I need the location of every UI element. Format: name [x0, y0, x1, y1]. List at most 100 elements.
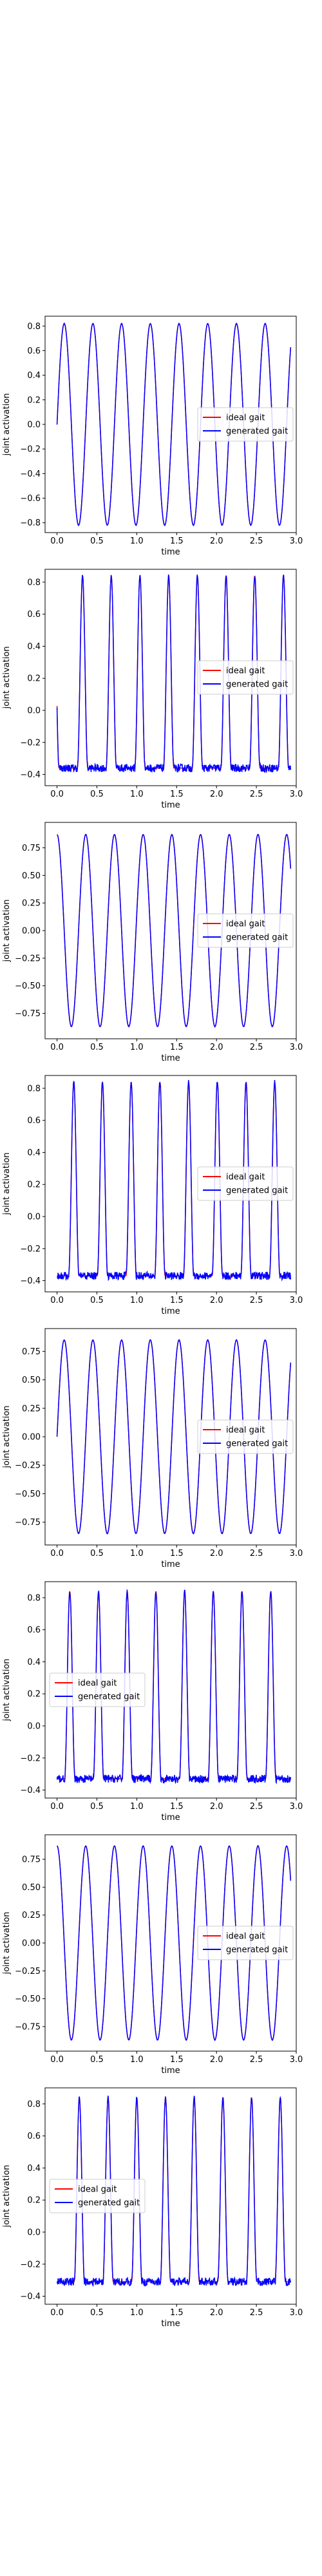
y-tick-label: 0.4: [27, 1148, 41, 1158]
x-tick-label: 2.5: [250, 1549, 263, 1558]
y-axis-label: joint activation: [2, 1152, 12, 1215]
legend: ideal gait generated gait: [197, 1926, 294, 1960]
x-tick-label: 1.0: [130, 2055, 144, 2065]
legend: ideal gait generated gait: [197, 1166, 294, 1201]
y-tick-label: 0.00: [22, 927, 41, 936]
y-tick-label: −0.75: [15, 1518, 41, 1528]
y-axis-label: joint activation: [2, 393, 12, 456]
legend-box: [197, 913, 294, 948]
legend-box: [197, 1926, 294, 1960]
x-tick-label: 0.0: [50, 1043, 64, 1052]
y-tick-label: 0.25: [22, 899, 41, 909]
x-axis-label: time: [161, 2319, 180, 2329]
x-tick-label: 0.5: [90, 536, 104, 546]
y-tick-label: −0.4: [20, 770, 41, 780]
legend-box: [49, 2179, 146, 2213]
x-tick-label: 2.0: [210, 1043, 223, 1052]
x-axis-label: time: [161, 1560, 180, 1569]
x-tick-label: 2.5: [250, 2055, 263, 2065]
y-tick-label: 0.00: [22, 1939, 41, 1949]
x-tick-label: 0.5: [90, 2055, 104, 2065]
plot-frame: [44, 1075, 297, 1293]
y-tick-label: 0.8: [27, 1084, 41, 1094]
legend-box: [197, 660, 294, 695]
x-tick-label: 1.5: [170, 1296, 184, 1305]
chart-panel-2: 0.0 0.5 1.0 1.5 2.0 2.5 3.0 −0.4 −0.2 0.0 0.2 0.4 0.…: [2, 569, 303, 810]
y-axis-label: joint activation: [2, 1405, 12, 1468]
legend: ideal gait generated gait: [197, 1419, 294, 1454]
x-tick-label: 0.0: [50, 1296, 64, 1305]
y-tick-label: −0.2: [20, 1244, 41, 1254]
y-tick-label: −0.2: [20, 1754, 41, 1763]
x-tick-label: 1.0: [130, 790, 144, 799]
generated-gait-line: [56, 2096, 292, 2287]
x-tick-label: 1.0: [130, 536, 144, 546]
y-tick-label: 0.0: [27, 1722, 41, 1732]
y-tick-label: −0.4: [20, 1786, 41, 1795]
x-tick-label: 1.5: [170, 1549, 184, 1558]
x-tick-label: 2.0: [210, 790, 223, 799]
y-tick-label: −0.6: [20, 494, 41, 504]
x-tick-label: 1.5: [170, 2055, 184, 2065]
legend-ideal-label: ideal gait: [226, 920, 265, 929]
x-axis-label: time: [161, 1054, 180, 1063]
legend-box: [197, 1419, 294, 1454]
x-axis-label: time: [161, 800, 180, 810]
x-tick-label: 0.5: [90, 1802, 104, 1812]
y-tick-label: 0.6: [27, 1116, 41, 1126]
x-tick-label: 1.5: [170, 1802, 184, 1812]
chart-panel-4: 0.0 0.5 1.0 1.5 2.0 2.5 3.0 −0.4 −0.2 0.0 0.2 0.4 0.…: [2, 1075, 303, 1316]
y-tick-label: −0.75: [15, 1009, 41, 1019]
y-tick-label: 0.50: [22, 871, 41, 881]
plot-frame: [44, 2087, 297, 2305]
generated-gait-line: [57, 1079, 292, 1282]
y-tick-label: 0.8: [27, 2099, 41, 2109]
generated-gait-line: [56, 322, 292, 527]
x-tick-label: 2.5: [250, 1802, 263, 1812]
y-tick-label: −0.75: [15, 2022, 41, 2032]
y-tick-label: 0.4: [27, 1658, 41, 1667]
x-tick-label: 0.0: [50, 1549, 64, 1558]
x-tick-label: 0.5: [90, 2308, 104, 2318]
y-tick-label: −0.50: [15, 981, 41, 991]
y-tick-label: 0.2: [27, 2196, 41, 2206]
legend-box: [197, 1166, 294, 1201]
legend-generated-label: generated gait: [226, 1186, 288, 1196]
plot-frame: [44, 569, 297, 786]
y-tick-label: 0.0: [27, 2228, 41, 2238]
legend-ideal-label: ideal gait: [226, 413, 265, 423]
y-axis-label: joint activation: [2, 2164, 12, 2228]
y-tick-label: −0.50: [15, 1490, 41, 1499]
x-tick-label: 1.5: [170, 790, 184, 799]
x-tick-label: 2.5: [250, 536, 263, 546]
x-tick-label: 1.0: [130, 2308, 144, 2318]
x-tick-label: 2.0: [210, 1296, 223, 1305]
legend-ideal-label: ideal gait: [78, 2185, 117, 2195]
y-tick-label: 0.25: [22, 1404, 41, 1414]
y-tick-label: −0.4: [20, 469, 41, 479]
legend-ideal-label: ideal gait: [226, 667, 265, 676]
legend: ideal gait generated gait: [197, 660, 294, 695]
x-axis-label: time: [161, 1307, 180, 1316]
y-tick-label: −0.25: [15, 954, 41, 963]
y-tick-label: 0.50: [22, 1883, 41, 1893]
legend-ideal-label: ideal gait: [226, 1426, 265, 1435]
x-tick-label: 3.0: [290, 2055, 303, 2065]
y-axis-label: joint activation: [2, 1911, 12, 1975]
x-tick-label: 0.0: [50, 790, 64, 799]
y-tick-label: 0.00: [22, 1433, 41, 1443]
y-tick-label: 0.8: [27, 1593, 41, 1603]
x-tick-label: 0.0: [50, 2055, 64, 2065]
x-axis-label: time: [161, 547, 180, 557]
x-tick-label: 2.0: [210, 536, 223, 546]
x-tick-label: 1.0: [130, 1296, 144, 1305]
legend: ideal gait generated gait: [197, 407, 294, 442]
x-tick-label: 2.0: [210, 2308, 223, 2318]
y-tick-label: −0.2: [20, 2260, 41, 2269]
x-tick-label: 1.0: [130, 1549, 144, 1558]
y-tick-label: 0.75: [22, 1855, 41, 1865]
chart-panel-7: 0.0 0.5 1.0 1.5 2.0 2.5 3.0 −0.75 −0.50 −0.25 0.00…: [2, 1834, 303, 2076]
legend-generated-label: generated gait: [226, 1439, 288, 1449]
x-tick-label: 3.0: [290, 536, 303, 546]
